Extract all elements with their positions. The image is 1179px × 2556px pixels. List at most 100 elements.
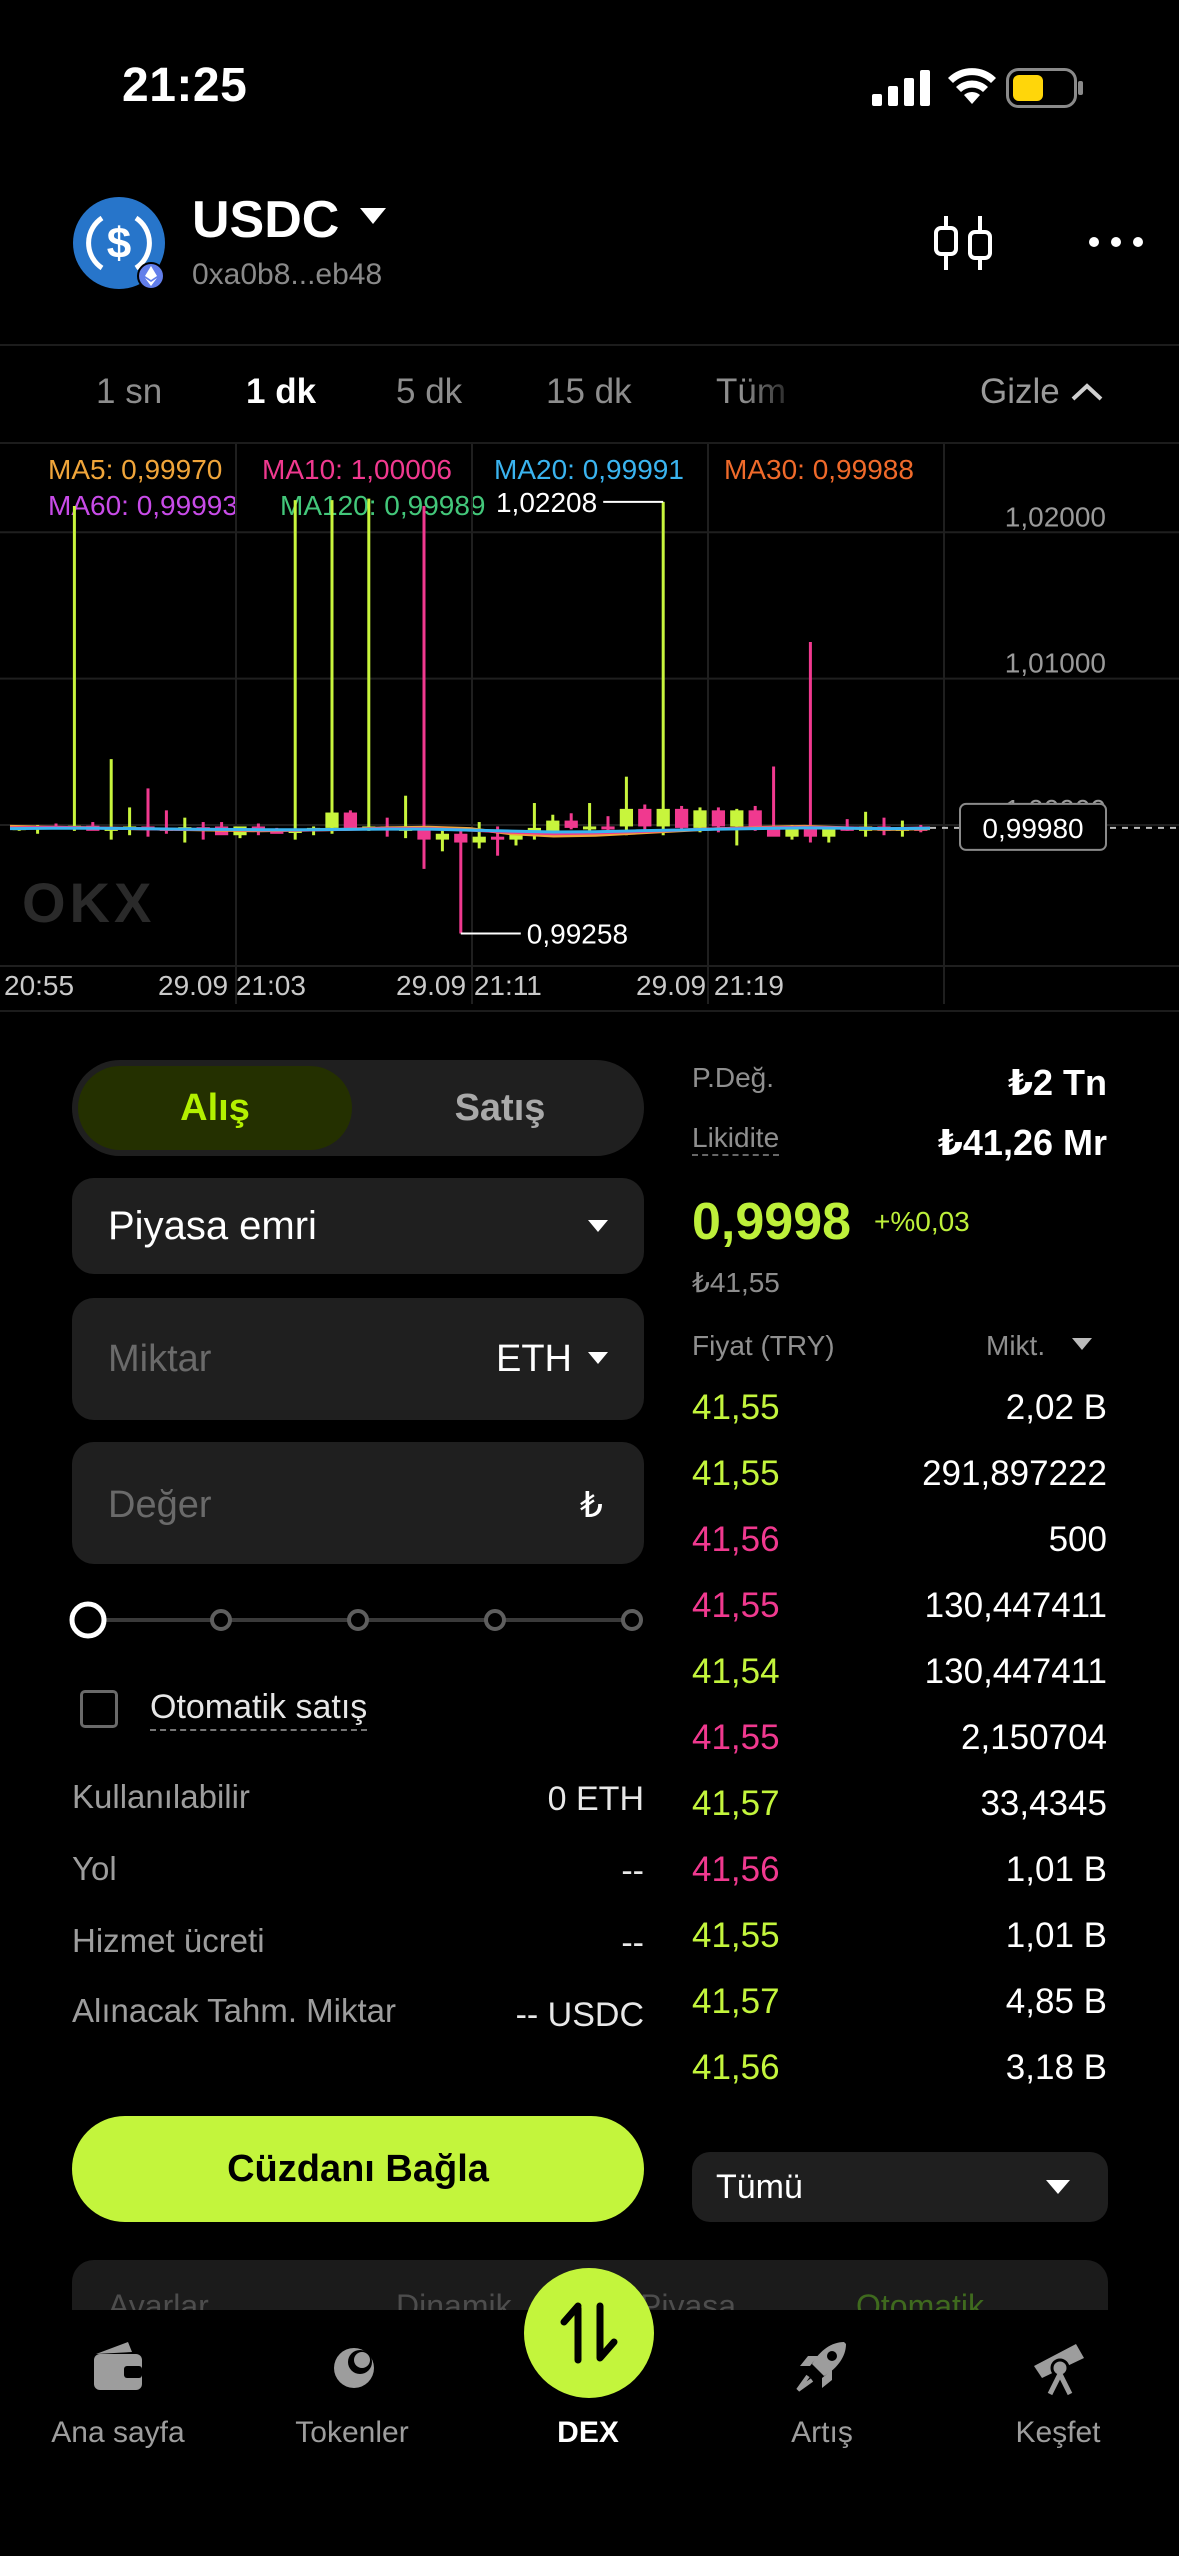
current-price-box [959,802,1107,851]
trade-price: 41,55 [692,1916,780,1955]
sell-tab[interactable]: Satış [454,1086,546,1129]
value-placeholder: Değer [108,1484,212,1526]
auto-sell-label[interactable]: Otomatik satış [150,1688,368,1731]
wifi-icon [948,68,996,104]
trade-price: 41,55 [692,1454,780,1493]
ma20-label: MA20: 0,99991 [494,454,684,485]
current-price-label: 0,99980 [982,813,1083,844]
candle-body [546,820,560,831]
slider-thumb [69,1601,107,1639]
trade-qty: 33,4345 [980,1784,1107,1823]
trade-qty: 4,85 B [1005,1982,1107,2021]
hide-label: Gizle [980,372,1060,411]
price-change: +%0,03 [874,1206,970,1237]
candle-body [472,836,486,843]
order-type-select[interactable] [72,1178,644,1274]
value-field[interactable] [72,1442,644,1564]
price-chart[interactable]: 1,020001,010001,00000OKX0,999801,022080,… [0,444,1179,1004]
buy-tab[interactable]: Alış [78,1066,352,1150]
auto-sell-checkbox[interactable] [80,1690,118,1728]
tab-1m[interactable]: 1 dk [246,372,317,411]
route-label: Yol [72,1850,117,1887]
usdc-logo-icon: $ [73,197,165,290]
divider [0,442,1179,444]
tab-5m[interactable]: 5 dk [396,372,463,411]
trade-qty: 3,18 B [1005,2048,1107,2087]
battery-icon [1006,68,1083,108]
ma120-label: MA120: 0,99989 [280,490,486,521]
connect-wallet-button[interactable]: Cüzdanı Bağla [72,2116,644,2222]
nav-growth[interactable]: Artış [791,2416,853,2449]
candle-body [343,812,358,828]
candle-body [417,827,431,840]
nav-dex[interactable]: DEX [557,2416,619,2449]
svg-text:$: $ [107,219,131,268]
trade-qty: 1,01 B [1005,1916,1107,1955]
caret-down-icon [588,1352,608,1364]
high-price-label: 1,02208 [496,487,597,518]
tab-1s[interactable]: 1 sn [96,372,163,411]
qty-column-header[interactable]: Mikt. [986,1330,1046,1361]
candle-body [454,833,468,843]
liquidity-value: ₺41,26 Mr [937,1122,1107,1163]
candle-body [730,810,744,827]
trade-price: 41,55 [692,1388,780,1427]
caret-down-icon[interactable] [360,208,386,226]
swap-icon [560,2302,618,2364]
candle-body [766,826,781,837]
hide-chart-button[interactable]: Gizle [980,372,1104,412]
candle-body [490,836,505,840]
nav-discover[interactable]: Keşfet [1015,2416,1101,2449]
y-axis-label: 1,02000 [1005,501,1106,532]
price-try: ₺41,55 [692,1267,780,1298]
amount-unit-select[interactable]: ETH [496,1338,572,1380]
liquidity-label[interactable]: Likidite [692,1122,780,1156]
amount-field[interactable] [72,1298,644,1420]
tab-15m[interactable]: 15 dk [546,372,632,411]
trade-price: 41,56 [692,1520,780,1559]
trade-price: 41,55 [692,1718,780,1757]
trade-price: 41,56 [692,1850,780,1889]
trade-price: 41,56 [692,2048,780,2087]
token-address[interactable]: 0xa0b8...eb48 [192,258,383,291]
candlestick-chart-icon[interactable] [930,214,996,272]
candle-body [711,810,726,827]
ma5-label: MA5: 0,99970 [48,454,223,485]
wallet-icon[interactable] [88,2336,148,2396]
candle-body [325,812,339,828]
current-price: 0,9998 [692,1193,852,1251]
trade-price: 41,55 [692,1586,780,1625]
ma60-label: MA60: 0,99993 [48,490,238,521]
rocket-icon[interactable] [792,2336,852,2396]
nav-home[interactable]: Ana sayfa [51,2416,185,2449]
slider-stop-50 [347,1609,369,1631]
candle-body [656,808,670,827]
more-icon[interactable] [1088,230,1144,254]
caret-down-icon[interactable] [1072,1338,1092,1351]
telescope-icon[interactable] [1030,2336,1090,2396]
dex-button[interactable] [524,2268,654,2398]
candle-body [619,808,634,827]
cellular-signal-icon [872,70,930,106]
candle-body [785,827,799,837]
fee-label: Hizmet ücreti [72,1922,265,1959]
okx-watermark: OKX [22,871,155,934]
trade-qty: 2,02 B [1005,1388,1107,1427]
low-price-label: 0,99258 [527,919,628,950]
token-selector[interactable]: USDC [192,191,340,249]
amount-slider[interactable] [66,1600,656,1640]
slider-stop-25 [210,1609,232,1631]
y-axis-label: 1,01000 [1005,648,1106,679]
caret-down-icon [1046,2180,1070,2194]
candle-body [564,820,578,828]
nav-tokens[interactable]: Tokenler [295,2416,409,2449]
amount-placeholder: Miktar [108,1338,212,1380]
token-icon[interactable] [324,2336,384,2396]
fee-value: -- [621,1924,644,1962]
trade-filter-select[interactable] [692,2152,1108,2222]
tab-all[interactable]: Tüm [716,372,786,411]
market-cap-value: ₺2 Tn [1007,1062,1107,1103]
candle-body [601,826,615,830]
trade-price: 41,57 [692,1784,780,1823]
trade-qty: 2,150704 [961,1718,1107,1757]
